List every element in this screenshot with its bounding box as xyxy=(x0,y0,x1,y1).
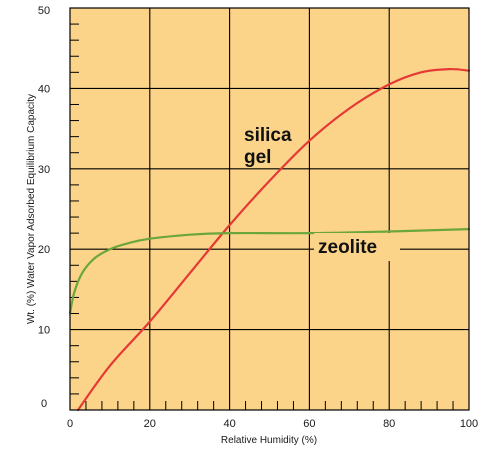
y-axis-label: Wt. (%) Water Vapor Adsorbed Equilibrium… xyxy=(26,94,37,324)
y-tick-label: 40 xyxy=(38,83,50,95)
x-tick-label: 0 xyxy=(67,418,73,430)
plot-background xyxy=(70,8,469,410)
y-tick-label: 0 xyxy=(41,398,47,410)
x-tick-label: 60 xyxy=(303,418,315,430)
zeolite-label-background xyxy=(314,233,400,261)
tick-labels: 0 20 40 60 80 100 0 10 20 30 40 50 xyxy=(38,5,478,430)
series-label-zeolite: zeolite xyxy=(318,237,377,258)
x-tick-label: 100 xyxy=(460,418,478,430)
y-tick-label: 30 xyxy=(38,164,50,176)
series-line-silica-gel xyxy=(76,67,471,412)
x-axis-label: Relative Humidity (%) xyxy=(221,435,317,446)
minor-ticks xyxy=(70,23,454,410)
x-tick-label: 40 xyxy=(223,418,235,430)
plot-border xyxy=(69,7,470,411)
series-line-zeolite xyxy=(68,228,471,315)
y-tick-label: 20 xyxy=(38,244,50,256)
series-lines xyxy=(68,67,471,412)
y-tick-label: 10 xyxy=(38,325,50,337)
x-tick-label: 80 xyxy=(383,418,395,430)
y-tick-label: 50 xyxy=(38,5,50,17)
grid-lines xyxy=(70,8,469,410)
series-label-silica: silica xyxy=(244,125,292,146)
series-label-gel: gel xyxy=(244,147,271,168)
x-tick-label: 20 xyxy=(144,418,156,430)
